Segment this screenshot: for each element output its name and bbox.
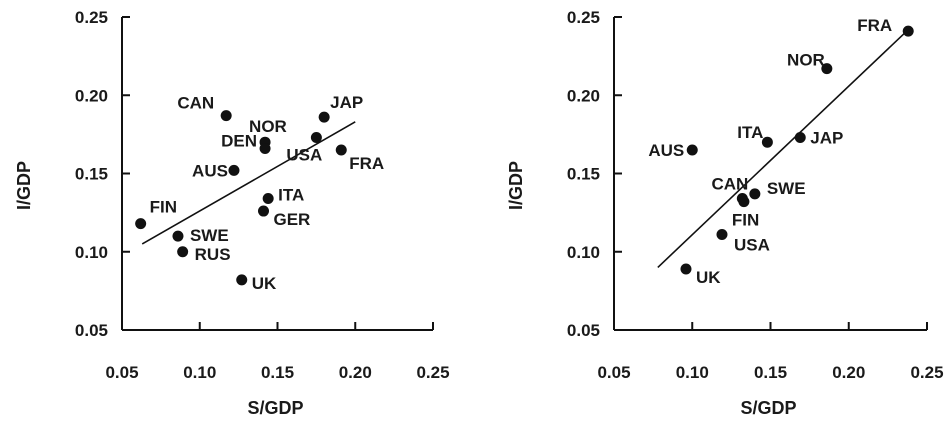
x-tick-label: 0.25 (910, 363, 943, 382)
chart-panel-left: 0.05 0.10 0.15 0.20 0.25 0.05 0.10 0.15 0.20 0.25… (14, 8, 450, 418)
data-point-den (259, 142, 271, 154)
x-tick-label: 0.10 (676, 363, 709, 382)
x-tick-label: 0.10 (183, 363, 216, 382)
point-label-ita: ITA (278, 186, 304, 205)
y-tick-label: 0.20 (75, 86, 108, 105)
y-tick-label: 0.05 (75, 321, 108, 340)
y-tick-label: 0.15 (75, 165, 108, 184)
point-label-can: CAN (177, 94, 214, 113)
y-axis-label: I/GDP (506, 161, 526, 210)
data-point-usa (310, 132, 322, 144)
y-tick-label: 0.25 (567, 8, 600, 27)
data-point-ita (761, 136, 773, 148)
data-point-ger (258, 205, 270, 217)
x-axis-label: S/GDP (247, 398, 303, 418)
data-point-rus (177, 246, 189, 258)
x-tick-label: 0.20 (339, 363, 372, 382)
data-point-usa (716, 229, 728, 241)
point-label-ita: ITA (737, 123, 763, 142)
point-label-fin: FIN (150, 198, 177, 217)
data-point-fra (335, 144, 347, 156)
data-point-nor (821, 63, 833, 75)
point-label-uk: UK (696, 268, 721, 287)
x-tick-label: 0.05 (105, 363, 138, 382)
point-label-uk: UK (252, 274, 277, 293)
point-label-jap: JAP (810, 129, 843, 148)
trend-line (141, 121, 356, 245)
x-axis-label: S/GDP (740, 398, 796, 418)
point-label-fra: FRA (857, 16, 892, 35)
point-label-aus: AUS (648, 141, 684, 160)
x-tick-label: 0.15 (754, 363, 787, 382)
data-point-can (220, 110, 232, 122)
point-label-swe: SWE (190, 226, 229, 245)
x-tick-label: 0.15 (261, 363, 294, 382)
point-label-nor: NOR (787, 51, 825, 70)
point-label-rus: RUS (195, 245, 231, 264)
data-point-aus (686, 144, 698, 156)
point-label-fra: FRA (349, 154, 384, 173)
y-tick-label: 0.25 (75, 8, 108, 27)
data-point-fin (738, 196, 750, 208)
data-point-fin (135, 218, 147, 230)
point-label-usa: USA (734, 236, 770, 255)
y-axis-label: I/GDP (14, 161, 34, 210)
y-tick-label: 0.15 (567, 165, 600, 184)
data-point-jap (794, 132, 806, 144)
data-point-ita (262, 193, 274, 205)
trend-line (657, 32, 906, 268)
y-tick-label: 0.10 (75, 243, 108, 262)
chart-panel-right: 0.05 0.10 0.15 0.20 0.25 0.05 0.10 0.15 0.20 0.25… (506, 8, 944, 418)
y-tick-label: 0.20 (567, 86, 600, 105)
data-point-swe (172, 230, 184, 242)
data-point-swe (749, 188, 761, 200)
data-point-aus (228, 164, 240, 176)
data-point-uk (680, 263, 692, 275)
data-point-jap (318, 111, 330, 123)
x-tick-label: 0.05 (597, 363, 630, 382)
point-label-swe: SWE (767, 179, 806, 198)
point-label-jap: JAP (330, 93, 363, 112)
x-tick-label: 0.25 (416, 363, 449, 382)
point-label-usa: USA (286, 146, 322, 165)
point-label-aus: AUS (192, 161, 228, 180)
point-label-fin: FIN (732, 211, 759, 230)
point-label-ger: GER (274, 210, 311, 229)
point-label-can: CAN (711, 175, 748, 194)
x-tick-label: 0.20 (832, 363, 865, 382)
data-point-fra (902, 25, 914, 37)
data-point-uk (236, 274, 248, 286)
point-label-den: DEN (221, 131, 257, 150)
y-tick-label: 0.05 (567, 321, 600, 340)
y-tick-label: 0.10 (567, 243, 600, 262)
point-label-nor: NOR (249, 117, 287, 136)
